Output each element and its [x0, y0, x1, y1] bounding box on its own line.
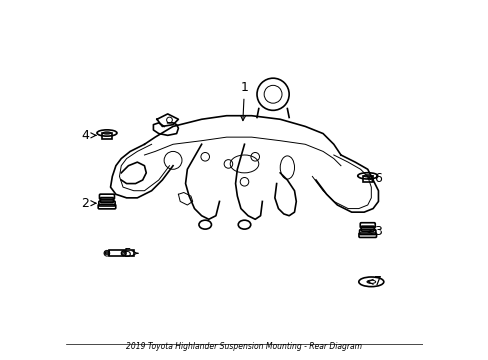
Text: 5: 5 [124, 247, 138, 260]
Text: 1: 1 [240, 81, 248, 121]
Text: 7: 7 [367, 275, 382, 288]
Text: 3: 3 [367, 225, 382, 238]
Text: 6: 6 [367, 172, 382, 185]
Text: 4: 4 [81, 129, 96, 142]
Text: 2: 2 [81, 197, 96, 210]
Text: 2019 Toyota Highlander Suspension Mounting - Rear Diagram: 2019 Toyota Highlander Suspension Mounti… [126, 342, 362, 351]
